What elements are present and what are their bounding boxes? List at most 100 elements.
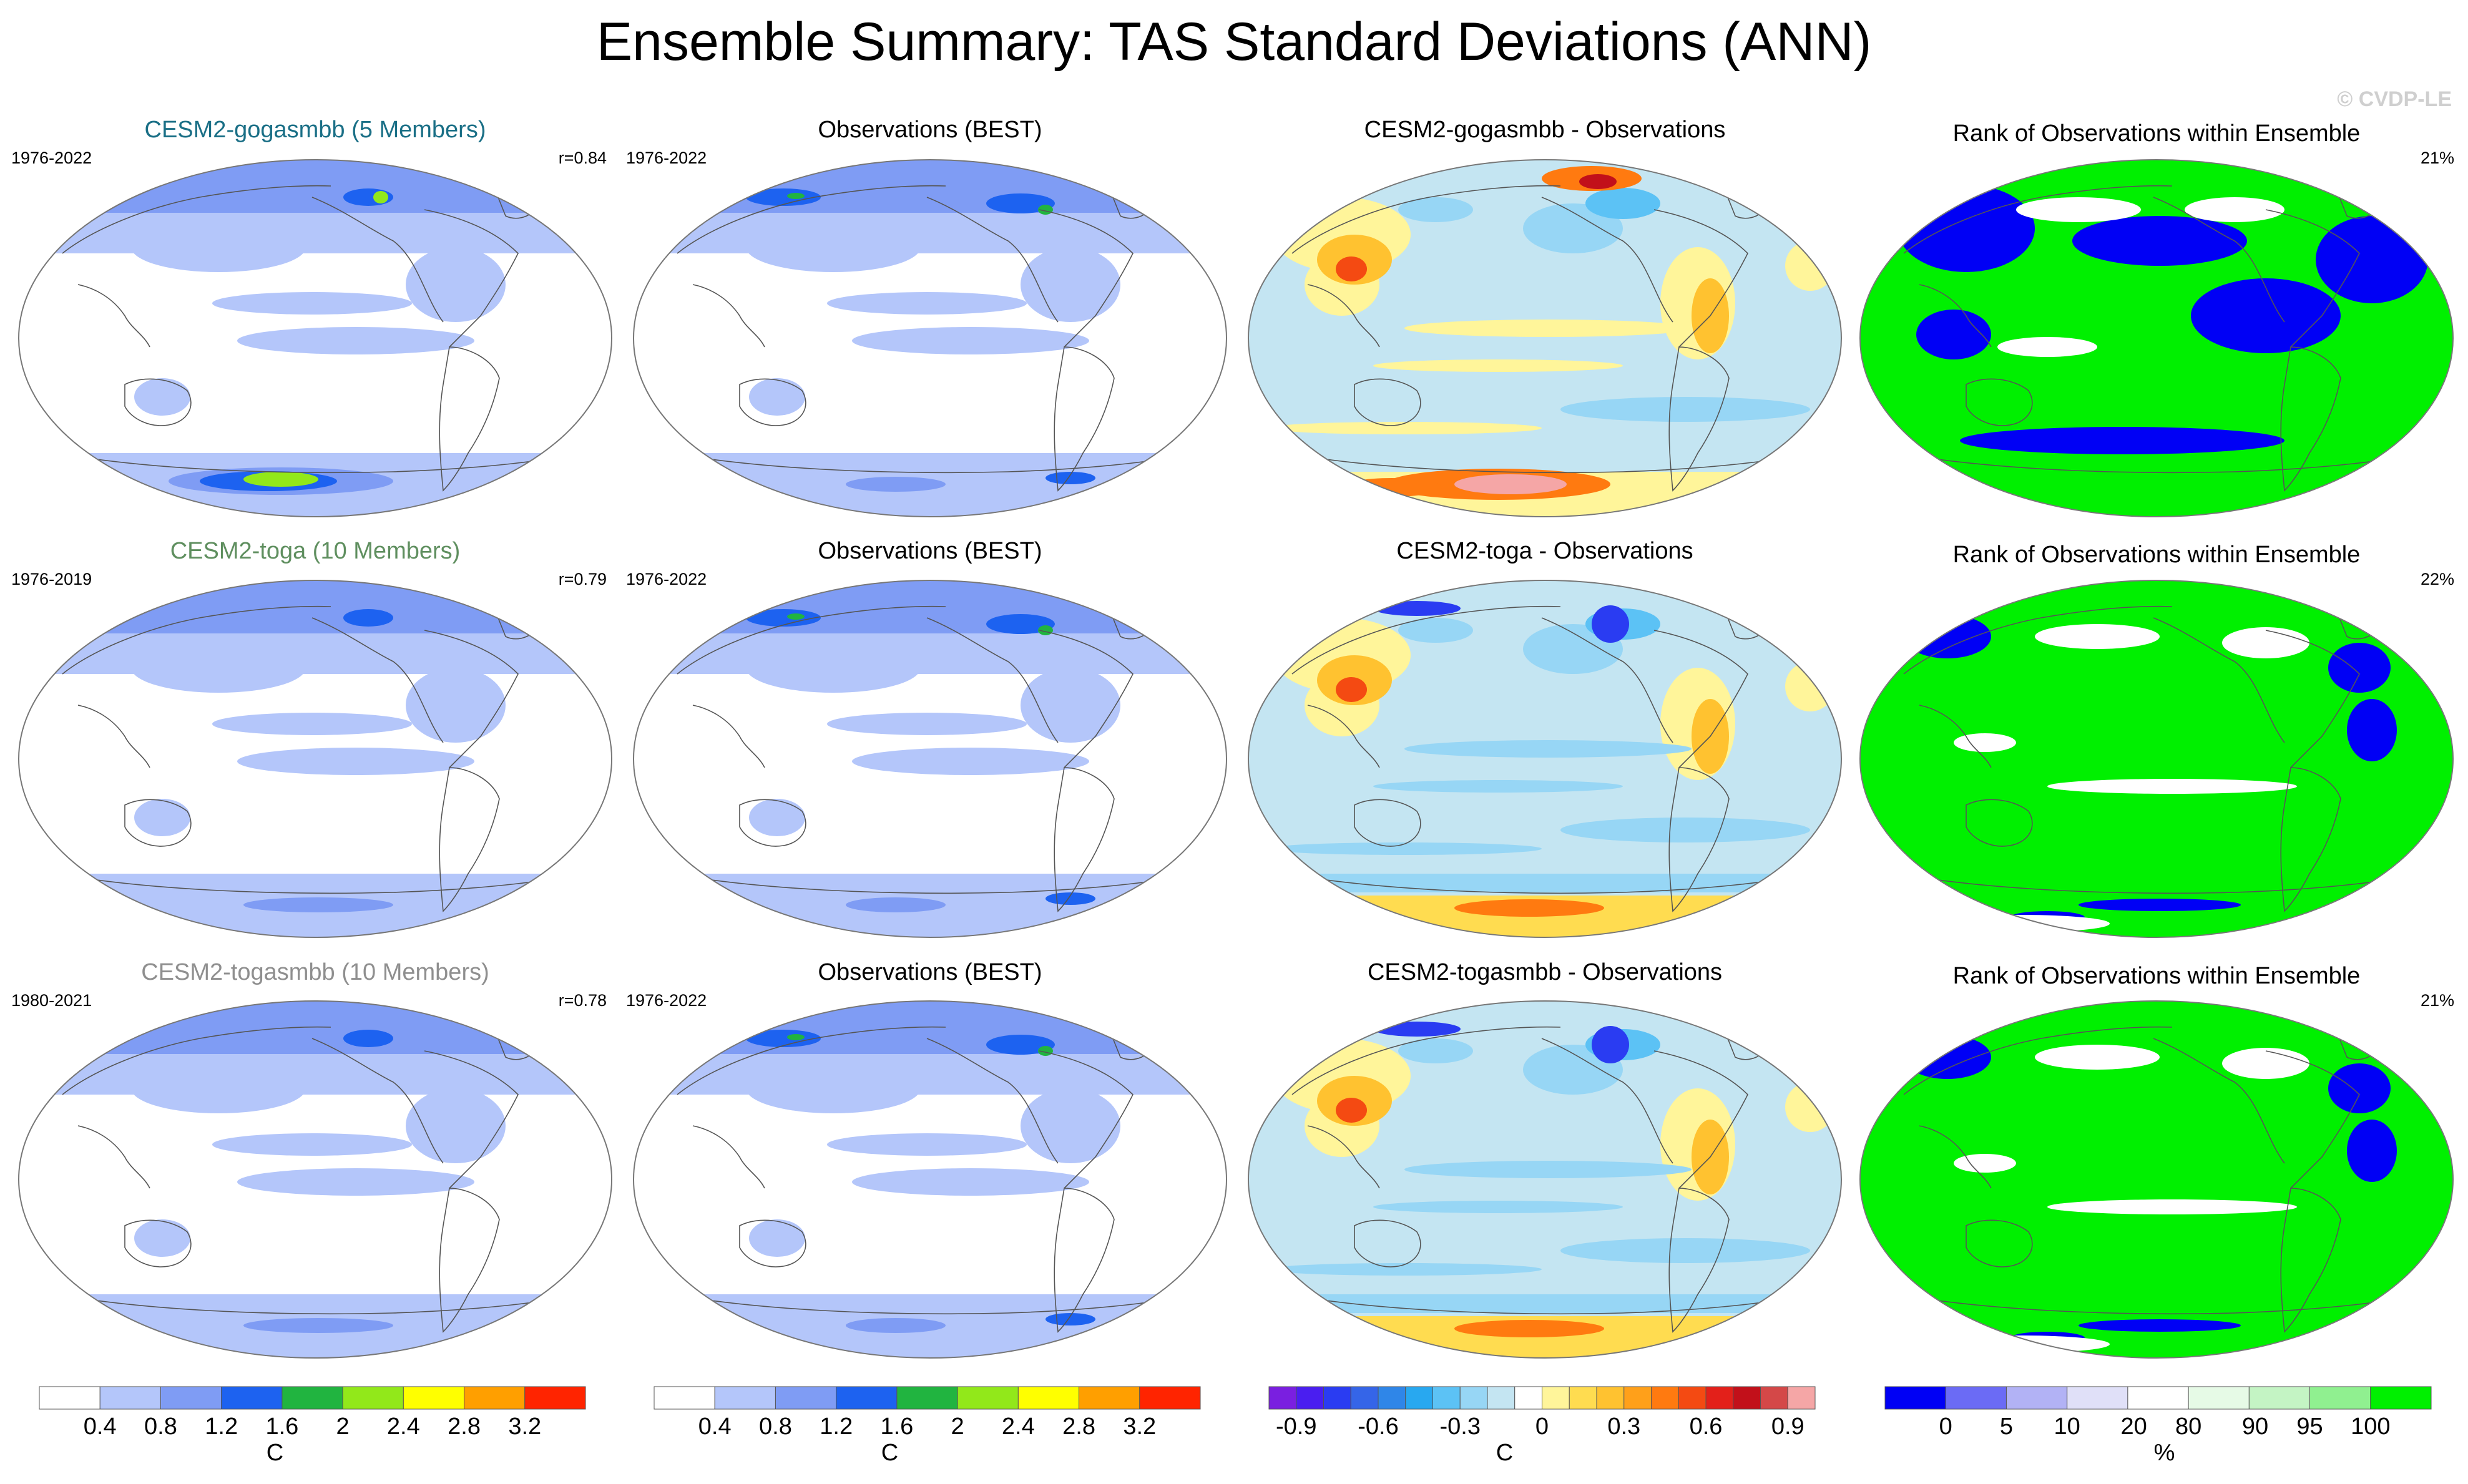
panel-correlation: r=0.79	[559, 570, 607, 588]
contour-band	[1997, 337, 2097, 357]
coastline	[1903, 1026, 2173, 1095]
coastline	[1307, 1125, 1380, 1189]
coastline	[677, 1026, 946, 1095]
panel-title: Observations (BEST)	[818, 538, 1042, 564]
contour-band	[2035, 1045, 2160, 1070]
contour-band	[1045, 472, 1095, 484]
coastline	[1054, 1188, 1115, 1333]
colorbar-swatch	[1268, 1386, 1297, 1410]
contour-band	[243, 897, 393, 912]
colorbar-swatch	[1323, 1386, 1351, 1410]
colorbar-swatch	[1017, 1386, 1080, 1410]
map-panel	[633, 1000, 1227, 1359]
panel-period: 1976-2022	[11, 149, 92, 167]
map-panel	[633, 580, 1227, 938]
coastline	[739, 1219, 806, 1267]
contour-band	[1021, 247, 1120, 322]
contour-band	[2079, 1319, 2241, 1332]
contour-band	[2191, 278, 2341, 353]
coastline	[124, 799, 192, 847]
contour-band	[846, 477, 946, 492]
contour-band	[827, 1133, 1027, 1156]
map-panel	[1248, 580, 1842, 938]
colorbar-tick-label: 2.8	[1062, 1413, 1095, 1440]
map-fill	[19, 580, 612, 937]
map-fill	[19, 160, 612, 517]
coastline	[1653, 1050, 1748, 1189]
colorbar-swatch	[775, 1386, 837, 1410]
colorbar-difference: -0.9 -0.6 -0.3 0 0.3 0.6 0.9 C	[1268, 1386, 1816, 1466]
coastline	[424, 1050, 519, 1189]
coastline	[424, 630, 519, 768]
contour-band	[2222, 1048, 2309, 1079]
colorbar-tick-label: 0.6	[1690, 1413, 1723, 1440]
contour-band	[1579, 174, 1617, 189]
colorbar-swatch	[1945, 1386, 2007, 1410]
map-border	[1859, 159, 2454, 517]
colorbar-swatch	[654, 1386, 715, 1410]
colorbar-swatch	[1139, 1386, 1201, 1410]
contour-band	[1592, 605, 1629, 643]
contour-band	[986, 193, 1055, 213]
colorbar-tick-label: 0.8	[759, 1413, 792, 1440]
contour-band	[1373, 359, 1623, 372]
map-panel	[1248, 1000, 1842, 1359]
contour-band	[1560, 818, 1810, 842]
contour-band	[131, 222, 306, 272]
colorbar-swatch	[1079, 1386, 1140, 1410]
coastline	[62, 605, 331, 675]
coastline	[311, 617, 444, 743]
contour-band	[134, 1219, 190, 1257]
coastline	[926, 617, 1059, 743]
colorbar-swatch	[1787, 1386, 1816, 1410]
map-border	[1248, 580, 1842, 938]
coastline	[1966, 1219, 2033, 1267]
panel-title: Rank of Observations within Ensemble	[1953, 542, 2361, 568]
contour-band	[852, 1168, 1089, 1196]
colorbar-tick-label: 0.4	[698, 1413, 732, 1440]
contour-band	[1045, 892, 1095, 905]
map-border	[633, 159, 1227, 517]
colorbar-swatch	[1884, 1386, 1946, 1410]
map-panel	[1859, 580, 2454, 938]
coastline	[2280, 767, 2341, 912]
coastline	[1291, 1026, 1561, 1095]
colorbar-swatch	[1350, 1386, 1379, 1410]
panel-title: Rank of Observations within Ensemble	[1953, 963, 2361, 989]
contour-band	[1404, 1161, 1692, 1178]
colorbar-swatch	[99, 1386, 161, 1410]
map-panel	[1859, 159, 2454, 517]
coastline	[62, 185, 331, 254]
colorbar-unit: C	[881, 1440, 898, 1466]
colorbar-swatch	[2309, 1386, 2371, 1410]
coastline	[677, 185, 946, 254]
contour-band	[131, 1063, 306, 1113]
contour-band	[1560, 397, 1810, 422]
coastline	[2265, 209, 2360, 348]
contour-band	[2347, 699, 2397, 761]
coastline	[1307, 284, 1380, 348]
contour-band	[2316, 216, 2428, 303]
page-title: Ensemble Summary: TAS Standard Deviation…	[596, 12, 1872, 72]
contour-band	[343, 609, 393, 627]
coastline	[1919, 284, 1992, 348]
coastline	[1291, 605, 1561, 675]
coastline	[2153, 1038, 2285, 1164]
colorbar-tick-label: -0.3	[1440, 1413, 1481, 1440]
colorbar-swatch	[1487, 1386, 1516, 1410]
contour-band	[2016, 197, 2141, 222]
coastline	[1668, 346, 1730, 492]
coastline	[692, 705, 765, 768]
contour-band	[1454, 1320, 1604, 1337]
coastline	[1291, 185, 1561, 254]
colorbar-tick-label: 5	[2000, 1413, 2013, 1440]
map-fill	[1248, 1001, 1841, 1358]
coastline	[692, 1125, 765, 1189]
panel-percentage: 22%	[2421, 570, 2454, 588]
coastline	[1966, 378, 2033, 426]
colorbar-tick-label: 3.2	[1123, 1413, 1156, 1440]
coastline	[77, 284, 150, 348]
colorbar-swatch	[39, 1386, 100, 1410]
coastline	[1966, 799, 2033, 847]
map-border	[1859, 580, 2454, 938]
